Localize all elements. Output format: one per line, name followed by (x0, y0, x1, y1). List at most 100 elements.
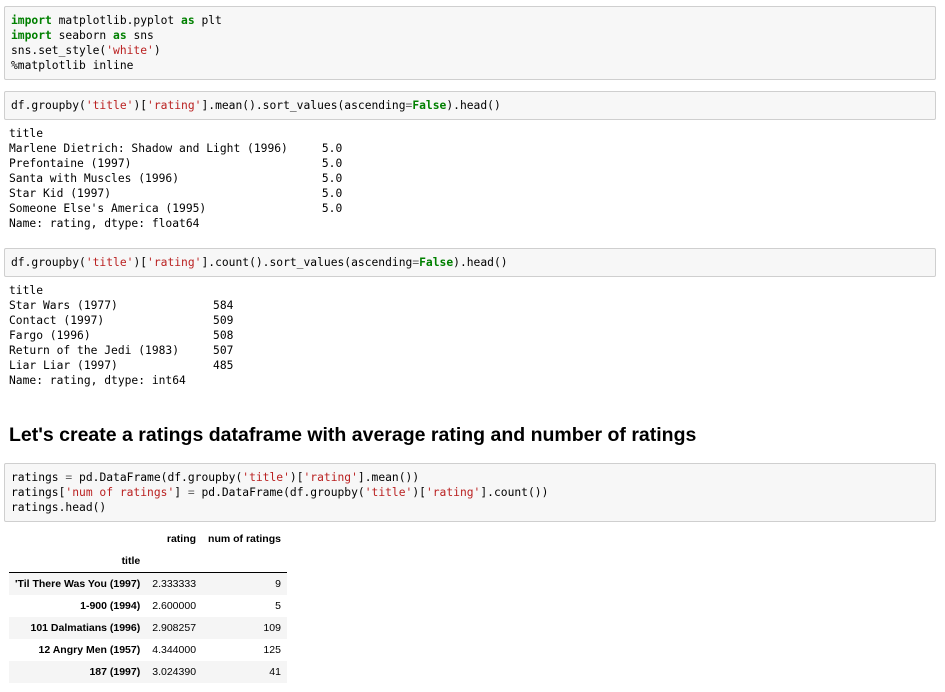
code-line: df.groupby('title')['rating'].count().so… (11, 255, 929, 270)
row-index-title: 12 Angry Men (1957) (38, 644, 141, 656)
code-token: ].count().sort_values(ascending (201, 256, 413, 269)
code-token: import (11, 14, 52, 27)
output-line: Contact (1997) 509 (9, 314, 234, 327)
table-row: 1-900 (1994) 2.600000 5 (9, 595, 287, 617)
output-groupby-count: title Star Wars (1977) 584 Contact (1997) … (9, 283, 233, 388)
code-cell-imports[interactable]: import matplotlib.pyplot as plt import se… (4, 6, 936, 80)
output-line: title (9, 284, 44, 297)
index-name-title: title (121, 555, 141, 567)
table-row: 12 Angry Men (1957) 4.344000 125 (9, 639, 287, 661)
table-row: 101 Dalmatians (1996) 2.908257 109 (9, 617, 287, 639)
code-token: 'rating' (147, 256, 202, 269)
code-token: ).head() (453, 256, 508, 269)
code-cell-groupby-mean[interactable]: df.groupby('title')['rating'].mean().sor… (4, 91, 936, 120)
column-header-rating: rating (166, 533, 197, 545)
code-token: import (11, 29, 52, 42)
ratings-dataframe-table: rating num of ratings title 'Til There W… (9, 528, 287, 683)
output-line: Santa with Muscles (1996) 5.0 (9, 172, 343, 185)
output-line: Fargo (1996) 508 (9, 329, 234, 342)
cell-num-of-ratings: 125 (263, 644, 281, 656)
output-line: Name: rating, dtype: float64 (9, 217, 200, 230)
header-blank (9, 528, 146, 550)
code-token: )[ (133, 256, 148, 269)
output-groupby-mean: title Marlene Dietrich: Shadow and Light … (9, 126, 342, 231)
code-token: ratings (11, 471, 66, 484)
code-token: seaborn (51, 29, 114, 42)
code-token: ] (174, 486, 188, 499)
code-line: ratings['num of ratings'] = pd.DataFrame… (11, 485, 929, 500)
row-index-title: 187 (1997) (89, 666, 141, 678)
code-token: 'title' (242, 471, 290, 484)
code-line: sns.set_style('white') (11, 43, 929, 58)
cell-rating: 2.908257 (152, 622, 197, 634)
cell-num-of-ratings: 109 (263, 622, 281, 634)
code-token: )[ (133, 99, 148, 112)
code-token: matplotlib.pyplot (51, 14, 182, 27)
cell-num-of-ratings: 9 (275, 578, 281, 590)
code-token: 'title' (364, 486, 413, 499)
code-token: False (419, 256, 454, 269)
output-line: Someone Else's America (1995) 5.0 (9, 202, 343, 215)
code-token: )[ (289, 471, 304, 484)
cell-rating: 4.344000 (152, 644, 197, 656)
row-index-title: 1-900 (1994) (80, 600, 141, 612)
code-token: 'rating' (303, 471, 358, 484)
code-token: df.groupby( (11, 256, 86, 269)
output-line: Liar Liar (1997) 485 (9, 359, 234, 372)
code-token: ].count()) (480, 486, 549, 499)
code-token: sns (126, 29, 154, 42)
code-token: %matplotlib inline (11, 59, 134, 72)
code-token: 'title' (85, 99, 134, 112)
code-token: )[ (412, 486, 426, 499)
code-token: 'rating' (425, 486, 481, 499)
column-header-num-of-ratings: num of ratings (208, 533, 281, 545)
code-token: pd.DataFrame(df.groupby( (194, 486, 365, 499)
code-cell-ratings-dataframe[interactable]: ratings = pd.DataFrame(df.groupby('title… (4, 463, 936, 522)
code-token: pd.DataFrame(df.groupby( (72, 471, 243, 484)
code-token: = (65, 471, 73, 484)
code-token: plt (194, 14, 222, 27)
code-token: ].mean()) (357, 471, 420, 484)
table-row: 187 (1997) 3.024390 41 (9, 661, 287, 683)
cell-rating: 3.024390 (152, 666, 197, 678)
code-token: False (412, 99, 447, 112)
output-line: Prefontaine (1997) 5.0 (9, 157, 343, 170)
table-index-header-row: title (9, 550, 287, 573)
code-token: 'title' (85, 256, 134, 269)
output-line: Marlene Dietrich: Shadow and Light (1996… (9, 142, 343, 155)
code-token: ).head() (446, 99, 501, 112)
code-token: as (113, 29, 127, 42)
code-cell-groupby-count[interactable]: df.groupby('title')['rating'].count().so… (4, 248, 936, 277)
code-token: df.groupby( (11, 99, 86, 112)
code-token: = (405, 99, 413, 112)
code-line: ratings.head() (11, 500, 929, 515)
code-token: ratings[ (11, 486, 66, 499)
code-token: 'num of ratings' (65, 486, 175, 499)
code-token: = (412, 256, 420, 269)
code-token: 'rating' (147, 99, 202, 112)
code-token: ratings.head() (11, 501, 107, 514)
table-row: 'Til There Was You (1997) 2.333333 9 (9, 572, 287, 595)
code-line: ratings = pd.DataFrame(df.groupby('title… (11, 470, 929, 485)
code-token: as (181, 14, 195, 27)
output-line: Star Wars (1977) 584 (9, 299, 234, 312)
code-line: import matplotlib.pyplot as plt (11, 13, 929, 28)
code-token: 'white' (106, 44, 154, 57)
code-token: sns.set_style( (11, 44, 107, 57)
cell-num-of-ratings: 41 (269, 666, 281, 678)
output-line: Return of the Jedi (1983) 507 (9, 344, 234, 357)
output-line: Name: rating, dtype: int64 (9, 374, 186, 387)
code-line: df.groupby('title')['rating'].mean().sor… (11, 98, 929, 113)
cell-rating: 2.333333 (152, 578, 197, 590)
markdown-heading: Let's create a ratings dataframe with av… (9, 424, 697, 446)
code-token: = (187, 486, 195, 499)
table-header-row: rating num of ratings (9, 528, 287, 550)
code-line: import seaborn as sns (11, 28, 929, 43)
row-index-title: 101 Dalmatians (1996) (30, 622, 141, 634)
code-token: ].mean().sort_values(ascending (201, 99, 406, 112)
row-index-title: 'Til There Was You (1997) (15, 578, 141, 590)
code-token: ) (153, 44, 161, 57)
output-line: Star Kid (1997) 5.0 (9, 187, 343, 200)
output-line: title (9, 127, 44, 140)
cell-num-of-ratings: 5 (275, 600, 281, 612)
